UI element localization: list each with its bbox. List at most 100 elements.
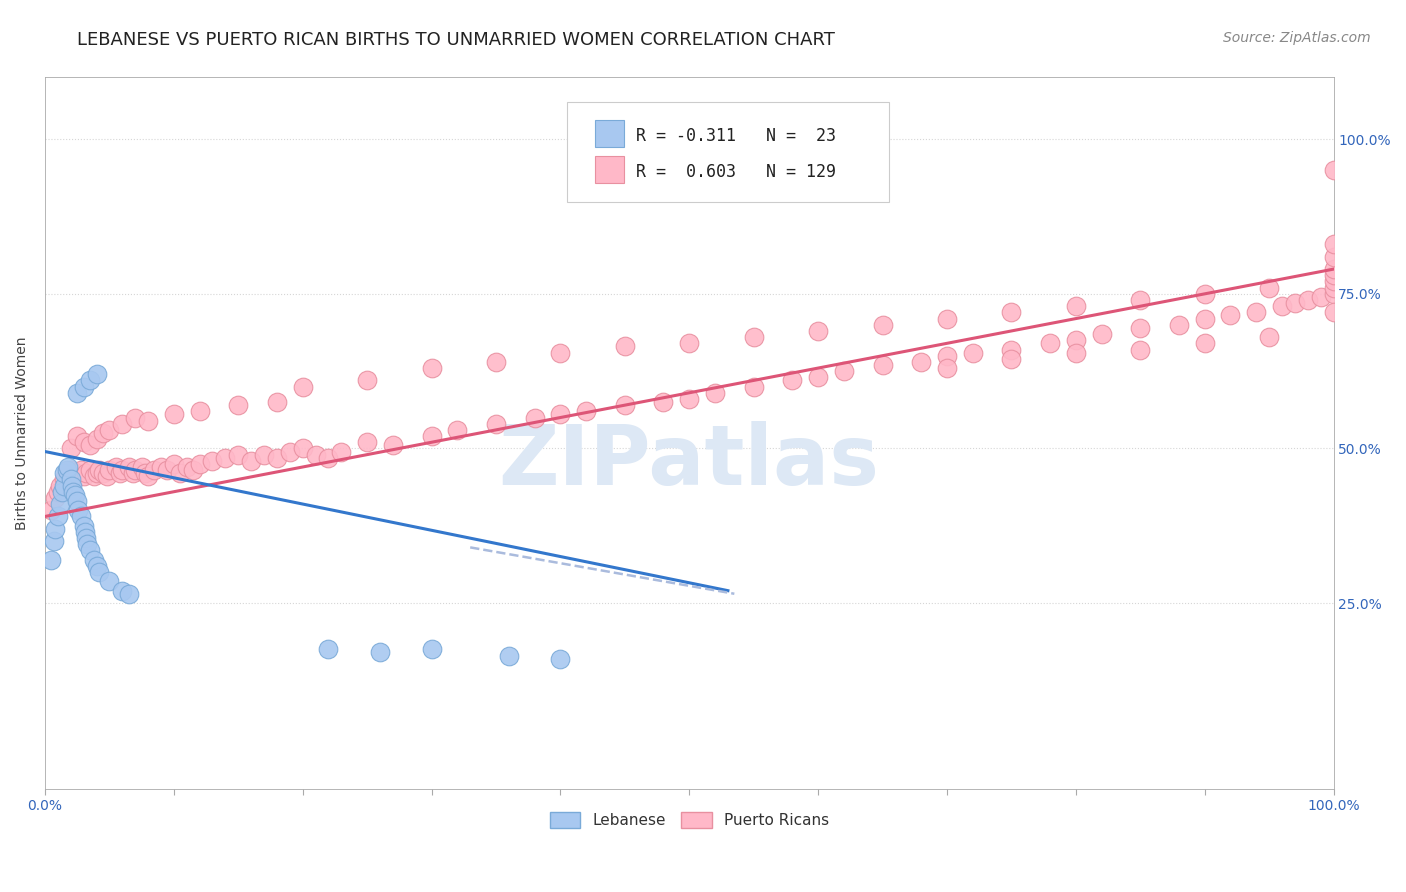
- Bar: [595, 120, 623, 147]
- Point: [73, 524, 96, 539]
- Point: [240, 454, 263, 468]
- Point: [704, 385, 727, 400]
- Text: R =  0.603   N = 129: R = 0.603 N = 129: [637, 163, 837, 181]
- Point: [72, 518, 94, 533]
- Y-axis label: Births to Unmarried Women: Births to Unmarried Women: [15, 336, 30, 530]
- Point: [291, 379, 314, 393]
- Point: [53, 478, 76, 492]
- Point: [131, 460, 153, 475]
- Point: [66, 494, 89, 508]
- Point: [678, 392, 700, 406]
- Point: [91, 466, 114, 480]
- Point: [742, 379, 765, 393]
- Text: Source: ZipAtlas.com: Source: ZipAtlas.com: [1223, 31, 1371, 45]
- Point: [56, 460, 79, 475]
- Point: [1322, 305, 1344, 319]
- Point: [83, 553, 105, 567]
- Point: [1322, 262, 1344, 277]
- Point: [124, 410, 146, 425]
- Text: ZIPatlas: ZIPatlas: [499, 421, 880, 502]
- Point: [49, 478, 72, 492]
- Point: [1322, 275, 1344, 289]
- Point: [1322, 281, 1344, 295]
- Point: [1284, 296, 1306, 310]
- Point: [118, 587, 141, 601]
- Point: [51, 484, 73, 499]
- Point: [72, 379, 94, 393]
- Point: [936, 361, 959, 376]
- Point: [872, 318, 894, 332]
- Point: [226, 398, 249, 412]
- Point: [62, 484, 84, 499]
- Point: [291, 442, 314, 456]
- Point: [318, 642, 340, 657]
- Point: [169, 466, 191, 480]
- Point: [44, 491, 66, 505]
- Point: [1064, 333, 1087, 347]
- Point: [118, 460, 141, 475]
- Point: [75, 531, 97, 545]
- Point: [1000, 351, 1022, 366]
- Point: [79, 373, 101, 387]
- Point: [1271, 299, 1294, 313]
- Point: [613, 398, 636, 412]
- Point: [86, 466, 108, 480]
- Point: [188, 404, 211, 418]
- Point: [98, 574, 121, 589]
- Point: [181, 463, 204, 477]
- Point: [1000, 305, 1022, 319]
- Point: [1258, 330, 1281, 344]
- Point: [368, 645, 391, 659]
- Point: [66, 385, 89, 400]
- Point: [111, 417, 134, 431]
- Point: [1064, 299, 1087, 313]
- Point: [550, 345, 572, 359]
- Point: [742, 330, 765, 344]
- Point: [498, 648, 520, 663]
- Point: [188, 457, 211, 471]
- Point: [1090, 326, 1112, 341]
- Point: [96, 469, 118, 483]
- Point: [214, 450, 236, 465]
- Point: [56, 466, 79, 480]
- Point: [104, 460, 127, 475]
- Point: [79, 543, 101, 558]
- Point: [807, 370, 830, 384]
- Point: [446, 423, 468, 437]
- Point: [136, 414, 159, 428]
- Point: [962, 345, 984, 359]
- Point: [124, 463, 146, 477]
- Point: [253, 448, 276, 462]
- Point: [53, 472, 76, 486]
- Point: [420, 642, 443, 657]
- Point: [72, 469, 94, 483]
- Point: [41, 503, 63, 517]
- Point: [550, 408, 572, 422]
- Point: [1322, 163, 1344, 178]
- Point: [63, 488, 86, 502]
- Point: [936, 311, 959, 326]
- Point: [318, 450, 340, 465]
- Point: [87, 565, 110, 579]
- Point: [1194, 286, 1216, 301]
- Point: [1219, 309, 1241, 323]
- Point: [70, 509, 93, 524]
- FancyBboxPatch shape: [567, 103, 889, 202]
- Point: [266, 450, 288, 465]
- Point: [936, 349, 959, 363]
- Point: [62, 469, 84, 483]
- Point: [304, 448, 326, 462]
- Point: [53, 466, 76, 480]
- Point: [59, 463, 82, 477]
- Legend: Lebanese, Puerto Ricans: Lebanese, Puerto Ricans: [543, 806, 835, 834]
- Point: [41, 553, 63, 567]
- Point: [266, 395, 288, 409]
- Point: [72, 435, 94, 450]
- Point: [330, 444, 353, 458]
- Point: [910, 355, 932, 369]
- Point: [87, 463, 110, 477]
- Point: [1167, 318, 1189, 332]
- Point: [66, 466, 89, 480]
- Point: [86, 432, 108, 446]
- Point: [652, 395, 675, 409]
